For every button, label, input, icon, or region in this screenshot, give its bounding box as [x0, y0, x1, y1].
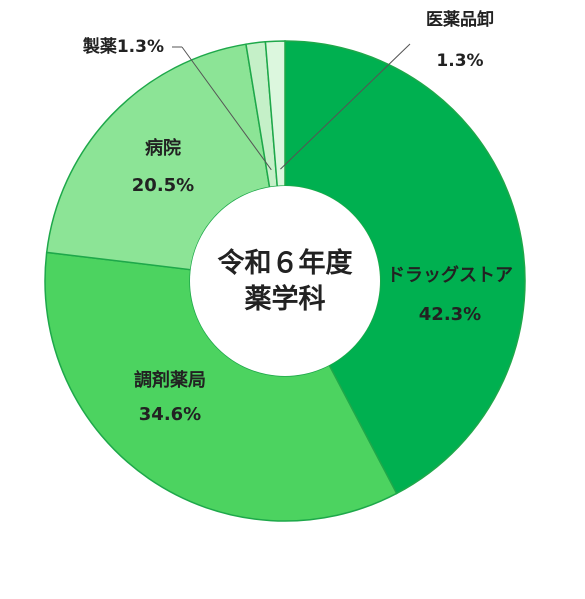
slice-label-drugstore-pct: 42.3%: [419, 304, 481, 325]
slices-layer: [44, 40, 526, 522]
center-label-line-1: 令和６年度: [218, 247, 353, 279]
leader-line-wholesaler: [280, 43, 411, 170]
slice-label-wholesaler-name: 医薬品卸: [426, 9, 494, 30]
slice-label-hospital-name: 病院: [145, 137, 181, 159]
slice-label-dispensing-pharmacy-name: 調剤薬局: [134, 369, 206, 391]
slice-label-dispensing-pharmacy-pct: 34.6%: [139, 404, 201, 425]
slice-label-pharma-maker: 製薬1.3%: [82, 36, 164, 57]
slice-label-hospital-pct: 20.5%: [132, 175, 194, 196]
slice-label-drugstore-name: ドラッグストア: [387, 264, 513, 286]
leader-line-pharma-maker-b: [181, 46, 272, 171]
slice-label-wholesaler-pct: 1.3%: [436, 51, 483, 71]
donut-center-hole: [190, 186, 380, 376]
labels-layer: ドラッグストア 42.3% 調剤薬局 34.6% 病院 20.5% 製薬1.3% 医薬品卸 1.…: [82, 9, 513, 425]
center-label-line-2: 薬学科: [245, 283, 326, 315]
